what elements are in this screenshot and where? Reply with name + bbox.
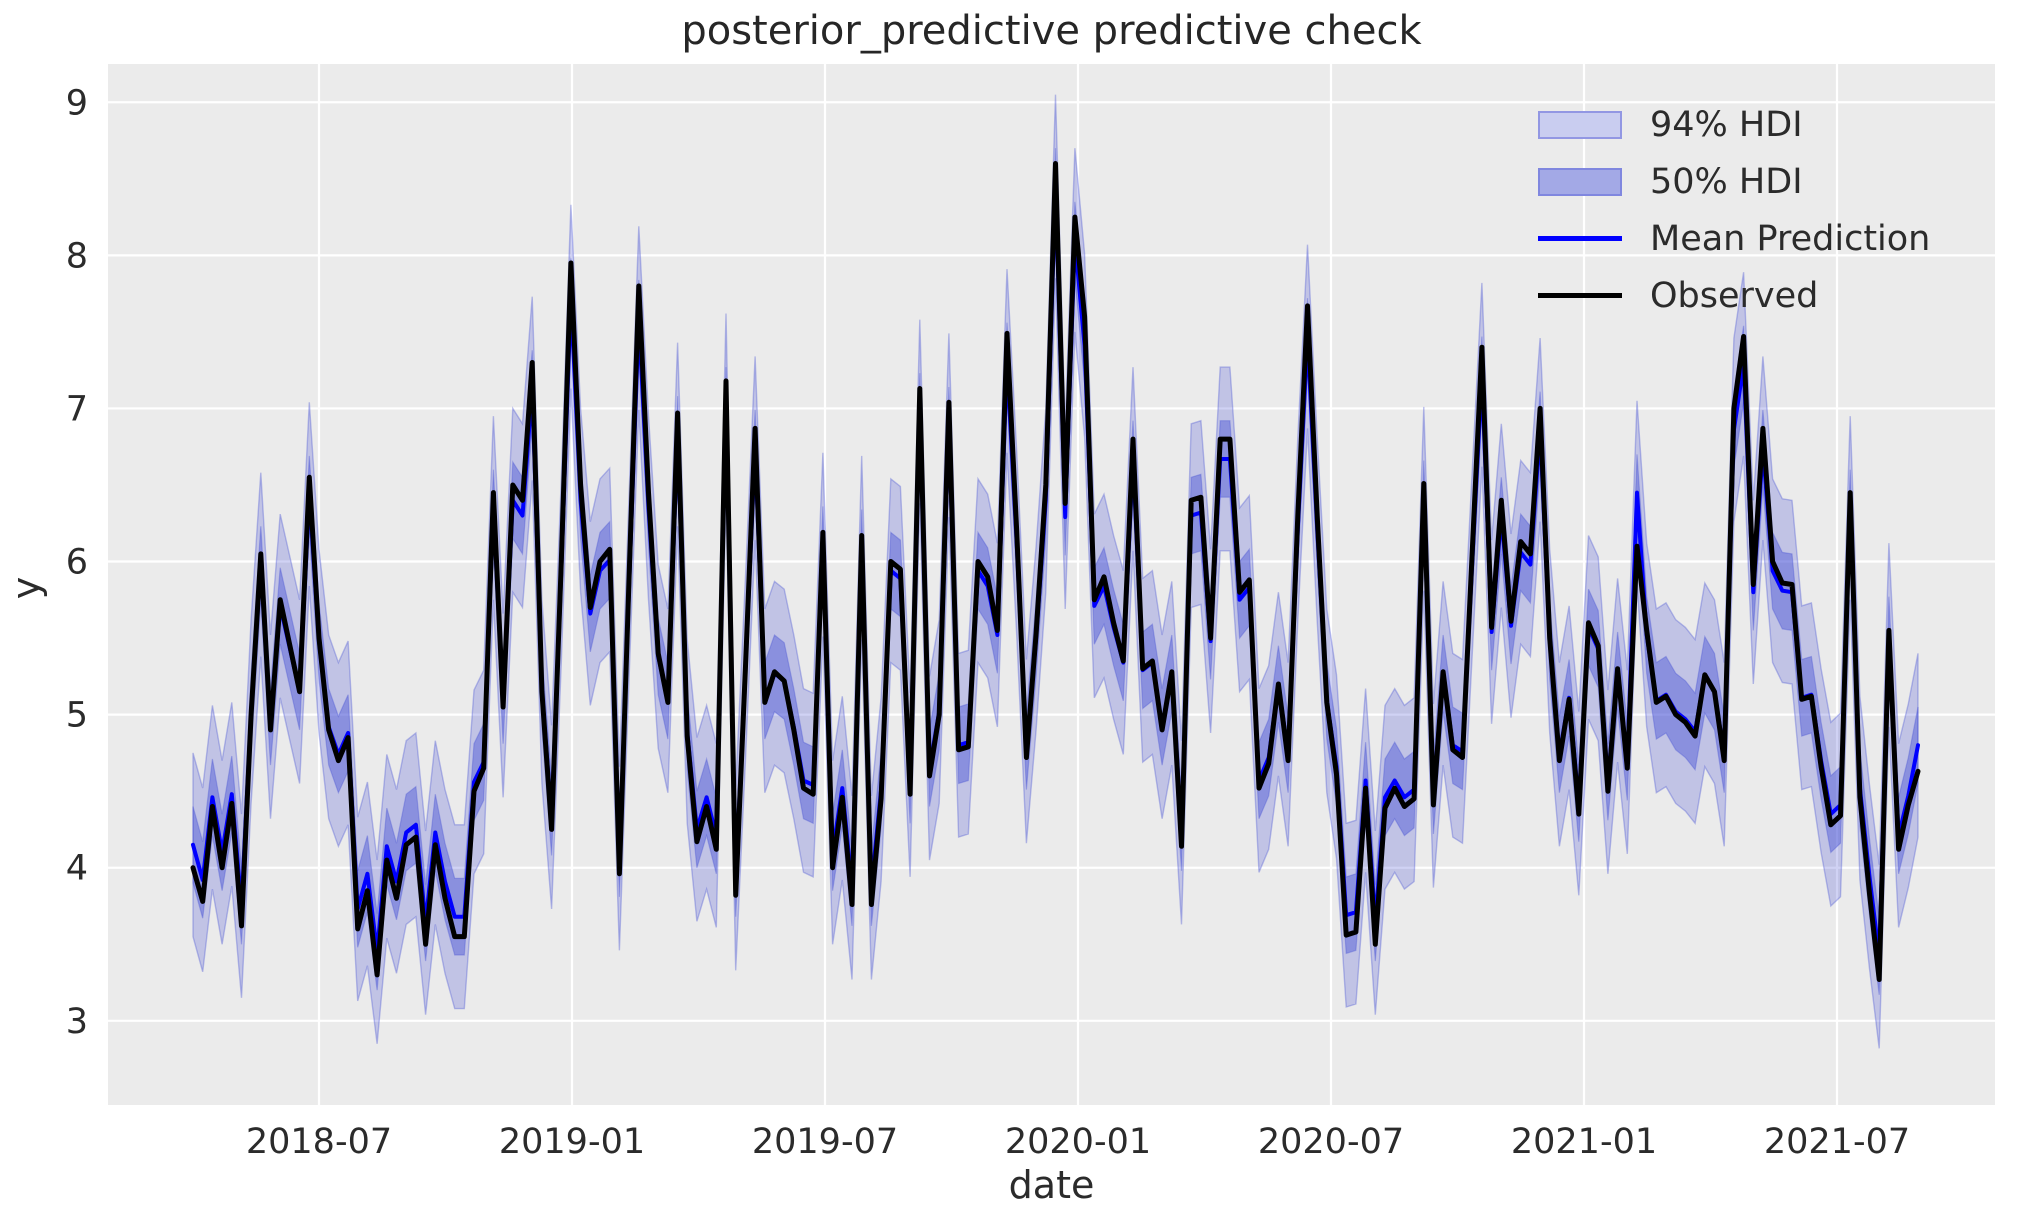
legend-item-observed: Observed xyxy=(1538,267,1930,324)
observed-line-swatch-icon xyxy=(1538,293,1622,298)
y-tick-label: 4 xyxy=(66,849,88,889)
x-tick-label: 2020-07 xyxy=(1258,1122,1404,1162)
y-tick-label: 6 xyxy=(66,543,88,583)
y-tick-label: 7 xyxy=(66,389,88,429)
x-axis-label: date xyxy=(1008,1163,1095,1207)
x-tick-label: 2021-01 xyxy=(1511,1122,1657,1162)
legend-label: 50% HDI xyxy=(1650,161,1803,202)
x-tick-label: 2018-07 xyxy=(246,1122,392,1162)
x-tick-label: 2019-07 xyxy=(752,1122,898,1162)
y-tick-label: 5 xyxy=(66,696,88,736)
x-tick-label: 2020-01 xyxy=(1005,1122,1151,1162)
hdi94-swatch-icon xyxy=(1538,110,1622,139)
observed-line xyxy=(190,161,1921,982)
mean-line-swatch-icon xyxy=(1538,236,1622,241)
y-tick-label: 3 xyxy=(66,1002,88,1042)
legend-item-50-hdi: 50% HDI xyxy=(1538,153,1930,210)
legend-item-mean-prediction: Mean Prediction xyxy=(1538,210,1930,267)
y-axis-label: y xyxy=(4,576,48,600)
x-tick-label: 2019-01 xyxy=(499,1122,645,1162)
chart-title: posterior_predictive predictive check xyxy=(681,8,1422,54)
hdi94-band xyxy=(192,94,1919,1049)
y-tick-label: 8 xyxy=(66,236,88,276)
legend-label: 94% HDI xyxy=(1650,104,1803,145)
x-tick-label: 2021-07 xyxy=(1764,1122,1910,1162)
legend-label: Mean Prediction xyxy=(1650,218,1931,259)
legend-item-94-hdi: 94% HDI xyxy=(1538,96,1930,153)
y-tick-label: 9 xyxy=(66,83,88,123)
legend-label: Observed xyxy=(1650,275,1819,316)
hdi50-swatch-icon xyxy=(1538,167,1622,196)
legend: 94% HDI 50% HDI Mean Prediction Observed xyxy=(1538,96,1930,324)
